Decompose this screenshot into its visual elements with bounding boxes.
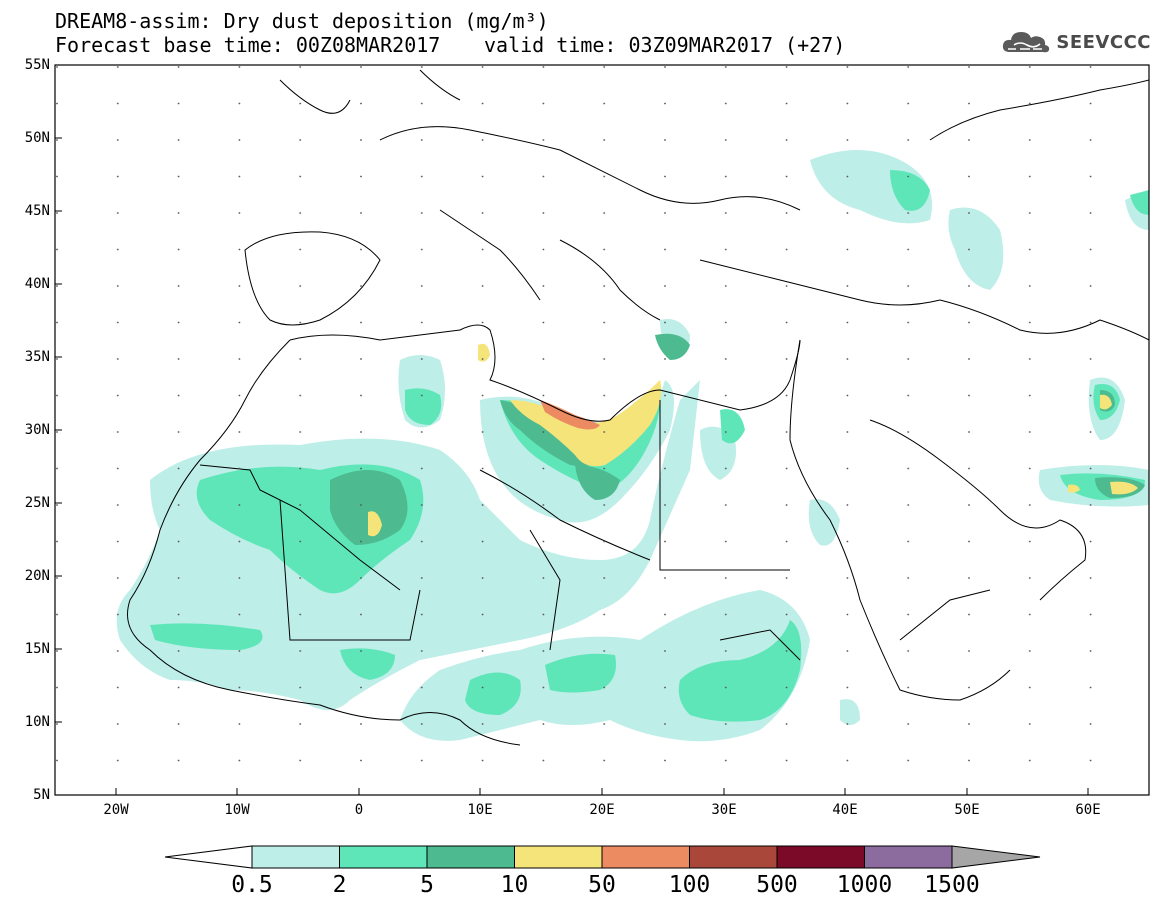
lon-label: 10W bbox=[224, 802, 250, 818]
map-title-line1: DREAM8-assim: Dry dust deposition (mg/m³… bbox=[55, 9, 549, 33]
lat-label: 20N bbox=[24, 568, 50, 584]
colorbar-over-triangle bbox=[951, 845, 1041, 869]
forecast-base-time: Forecast base time: 00Z08MAR2017 bbox=[55, 33, 441, 57]
lat-label: 25N bbox=[24, 495, 50, 511]
valid-time: valid time: 03Z09MAR2017 (+27) bbox=[484, 33, 846, 57]
lon-label: 20E bbox=[589, 802, 615, 818]
logo-text: SEEVCCC bbox=[1056, 31, 1151, 53]
lat-label: 45N bbox=[24, 203, 50, 219]
colorbar-label: 0.5 bbox=[231, 872, 273, 898]
lon-label: 60E bbox=[1075, 802, 1101, 818]
lon-label: 50E bbox=[954, 802, 980, 818]
lat-label: 55N bbox=[24, 57, 50, 73]
colorbar-label: 1000 bbox=[836, 872, 893, 898]
axis-ticks bbox=[55, 64, 1089, 795]
colorbar-label: 2 bbox=[332, 872, 347, 898]
lat-label: 35N bbox=[24, 349, 50, 365]
colorbar-bin bbox=[251, 845, 340, 869]
colorbar-bin bbox=[864, 845, 953, 869]
colorbar-label: 1500 bbox=[924, 872, 980, 898]
lat-label: 5N bbox=[33, 787, 50, 803]
colorbar-label: 50 bbox=[588, 872, 616, 898]
colorbar-label: 100 bbox=[668, 872, 711, 898]
lat-label: 40N bbox=[24, 276, 50, 292]
lat-label: 10N bbox=[24, 714, 50, 730]
colorbar-bin bbox=[426, 845, 515, 869]
lon-label: 10E bbox=[467, 802, 493, 818]
colorbar-label: 5 bbox=[420, 872, 434, 898]
lat-label: 30N bbox=[24, 422, 50, 438]
grid-dots bbox=[55, 65, 1149, 795]
lon-label: 20W bbox=[103, 802, 129, 818]
colorbar-label: 500 bbox=[756, 872, 798, 898]
cloud-icon bbox=[1003, 32, 1050, 53]
seevccc-logo: SEEVCCC bbox=[1000, 28, 1151, 56]
lat-label: 50N bbox=[24, 130, 50, 146]
lat-label: 15N bbox=[24, 641, 50, 657]
colorbar-bin bbox=[601, 845, 690, 869]
colorbar-bin bbox=[514, 845, 603, 869]
colorbar-bin bbox=[689, 845, 778, 869]
lon-label: 0 bbox=[354, 802, 364, 818]
colorbar-bin bbox=[776, 845, 865, 869]
colorbar-label: 10 bbox=[500, 872, 529, 898]
colorbar-under-triangle bbox=[164, 845, 253, 869]
lon-label: 30E bbox=[711, 802, 737, 818]
colorbar-bin bbox=[339, 845, 428, 869]
lon-label: 40E bbox=[832, 802, 858, 818]
